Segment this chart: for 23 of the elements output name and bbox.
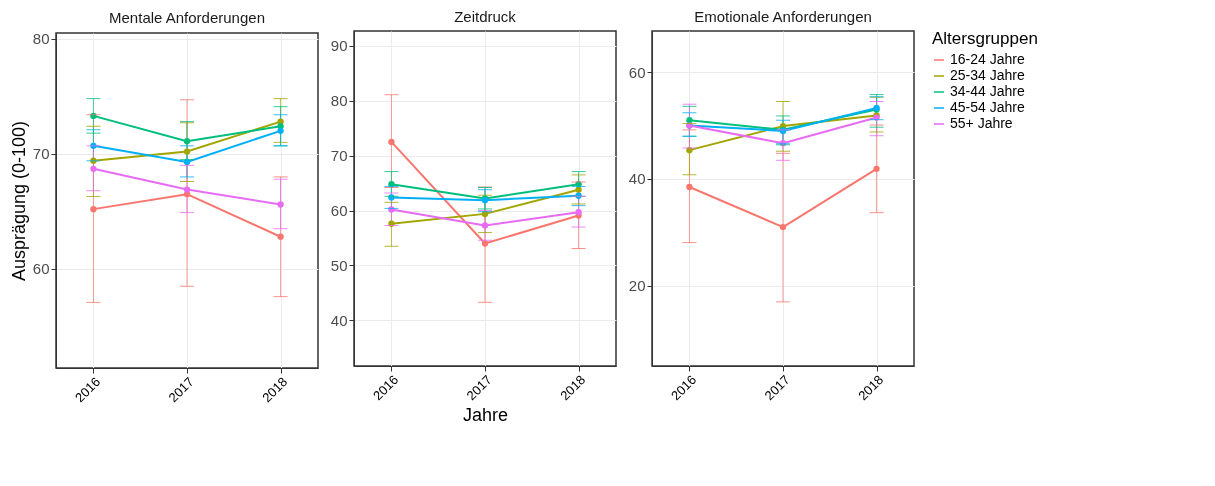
chart-title: Emotionale Anforderungen — [694, 8, 872, 25]
y-tick-label: 90 — [330, 37, 348, 55]
y-tick-label: 40 — [628, 170, 646, 188]
legend-label: 34-44 Jahre — [950, 83, 1025, 99]
y-tick-label: 20 — [628, 277, 646, 295]
legend-label: 16-24 Jahre — [950, 51, 1025, 67]
y-tick-label: 50 — [330, 257, 348, 274]
legend-title: Altersgruppen — [932, 29, 1038, 48]
chart-title: Zeitdruck — [454, 8, 517, 25]
y-tick-label: 70 — [32, 145, 50, 163]
legend-label: 45-54 Jahre — [950, 99, 1025, 115]
legend-label: 55+ Jahre — [950, 115, 1013, 131]
y-tick-label: 40 — [330, 311, 348, 329]
chart-title: Mentale Anforderungen — [109, 8, 265, 26]
y-tick-label: 60 — [628, 63, 646, 81]
y-tick-label: 60 — [32, 260, 50, 278]
y-tick-label: 80 — [32, 30, 50, 48]
y-axis-title: Ausprägung (0-100) — [8, 120, 29, 282]
y-tick-label: 60 — [330, 202, 348, 220]
legend-label: 25-34 Jahre — [950, 67, 1025, 83]
y-tick-label: 70 — [330, 147, 348, 165]
y-tick-label: 80 — [330, 92, 348, 110]
x-axis-title: Jahre — [462, 405, 509, 426]
